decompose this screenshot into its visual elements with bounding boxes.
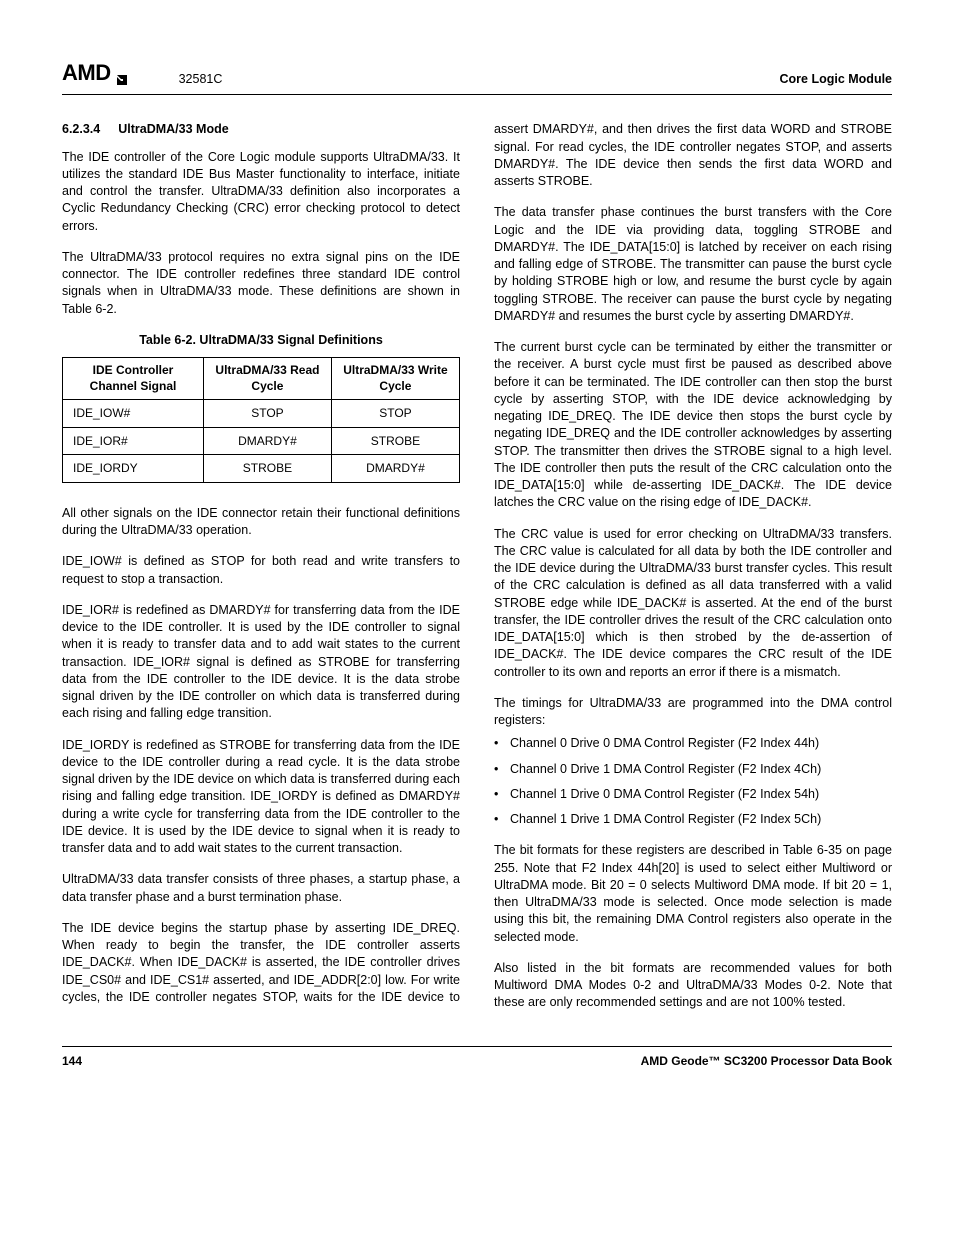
section-heading: 6.2.3.4 UltraDMA/33 Mode <box>62 121 460 138</box>
logo-text: AMD <box>62 58 111 88</box>
table-row: IDE_IORDY STROBE DMARDY# <box>63 455 460 483</box>
signal-definitions-table: IDE Controller Channel Signal UltraDMA/3… <box>62 357 460 483</box>
page-footer: 144 AMD Geode™ SC3200 Processor Data Boo… <box>62 1046 892 1070</box>
table-cell: IDE_IOW# <box>63 400 204 428</box>
document-id: 32581C <box>179 71 223 88</box>
body-paragraph: All other signals on the IDE connector r… <box>62 505 460 540</box>
table-row: IDE_IOR# DMARDY# STROBE <box>63 427 460 455</box>
amd-logo: AMD <box>62 58 131 88</box>
table-cell: STOP <box>331 400 459 428</box>
table-cell: IDE_IORDY <box>63 455 204 483</box>
table-caption: Table 6-2. UltraDMA/33 Signal Definition… <box>62 332 460 349</box>
table-cell: DMARDY# <box>331 455 459 483</box>
table-header: UltraDMA/33 Read Cycle <box>204 358 332 400</box>
body-paragraph: The UltraDMA/33 protocol requires no ext… <box>62 249 460 318</box>
register-list: Channel 0 Drive 0 DMA Control Register (… <box>494 735 892 828</box>
page-header: AMD 32581C Core Logic Module <box>62 58 892 95</box>
body-paragraph: The bit formats for these registers are … <box>494 842 892 946</box>
page-number: 144 <box>62 1053 82 1070</box>
body-paragraph: Also listed in the bit formats are recom… <box>494 960 892 1012</box>
table-cell: IDE_IOR# <box>63 427 204 455</box>
document-section: Core Logic Module <box>780 71 893 88</box>
page-content: 6.2.3.4 UltraDMA/33 Mode The IDE controll… <box>62 121 892 1016</box>
table-header: IDE Controller Channel Signal <box>63 358 204 400</box>
body-paragraph: IDE_IORDY is redefined as STROBE for tra… <box>62 737 460 858</box>
table-cell: STROBE <box>204 455 332 483</box>
body-paragraph: IDE_IOR# is redefined as DMARDY# for tra… <box>62 602 460 723</box>
body-paragraph: The timings for UltraDMA/33 are programm… <box>494 695 892 730</box>
section-title-text: UltraDMA/33 Mode <box>118 122 228 136</box>
table-header: UltraDMA/33 Write Cycle <box>331 358 459 400</box>
section-number: 6.2.3.4 <box>62 121 100 138</box>
book-title: AMD Geode™ SC3200 Processor Data Book <box>641 1053 892 1070</box>
table-cell: DMARDY# <box>204 427 332 455</box>
table-cell: STROBE <box>331 427 459 455</box>
list-item: Channel 0 Drive 0 DMA Control Register (… <box>494 735 892 752</box>
list-item: Channel 1 Drive 1 DMA Control Register (… <box>494 811 892 828</box>
list-item: Channel 0 Drive 1 DMA Control Register (… <box>494 761 892 778</box>
body-paragraph: The data transfer phase continues the bu… <box>494 204 892 325</box>
table-row: IDE_IOW# STOP STOP <box>63 400 460 428</box>
list-item: Channel 1 Drive 0 DMA Control Register (… <box>494 786 892 803</box>
body-paragraph: The IDE controller of the Core Logic mod… <box>62 149 460 235</box>
amd-arrow-icon <box>113 71 131 89</box>
body-paragraph: The current burst cycle can be terminate… <box>494 339 892 512</box>
table-cell: STOP <box>204 400 332 428</box>
body-paragraph: IDE_IOW# is defined as STOP for both rea… <box>62 553 460 588</box>
body-paragraph: The CRC value is used for error checking… <box>494 526 892 681</box>
body-paragraph: UltraDMA/33 data transfer consists of th… <box>62 871 460 906</box>
